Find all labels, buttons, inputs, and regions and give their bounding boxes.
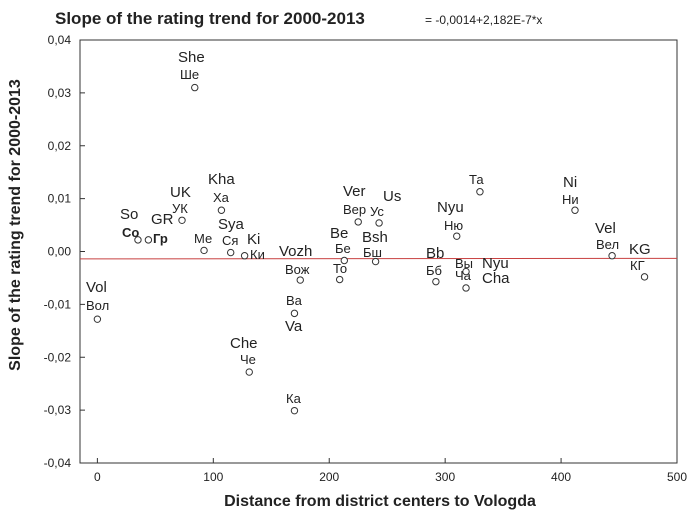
point-label-vol: Vol xyxy=(86,279,107,296)
point-label-kg: KG xyxy=(629,241,651,258)
data-point xyxy=(476,188,484,196)
data-point xyxy=(462,267,470,276)
x-tick-label: 200 xyxy=(319,470,339,484)
data-point xyxy=(217,206,226,214)
data-point xyxy=(640,273,649,281)
data-point xyxy=(226,248,235,257)
trend-equation: = -0,0014+2,182E-7*x xyxy=(425,13,542,27)
y-tick-label: 0,01 xyxy=(48,192,72,206)
y-tick-label: 0,02 xyxy=(48,139,72,153)
point-label-me-ru: Ме xyxy=(194,231,212,246)
x-axis-label: Distance from district centers to Vologd… xyxy=(224,493,536,510)
y-tick-label: 0,04 xyxy=(48,33,72,47)
point-label-to-ru: То xyxy=(333,261,347,276)
point-label-va: Va xyxy=(285,318,303,335)
data-point xyxy=(335,275,344,284)
x-tick-label: 300 xyxy=(435,470,455,484)
point-label-ver: Ver xyxy=(343,183,366,200)
data-point xyxy=(371,257,380,266)
point-label-gr: GR xyxy=(151,211,174,228)
point-label-she: She xyxy=(178,49,205,66)
data-point xyxy=(240,252,249,260)
x-tick-label: 500 xyxy=(667,470,687,484)
data-point xyxy=(200,246,208,255)
point-label-che-ru: Че xyxy=(240,352,256,367)
point-label-uk: UK xyxy=(170,184,191,201)
point-label-ni-ru: Ни xyxy=(562,192,579,207)
point-label-ver-ru: Вер xyxy=(343,202,366,217)
chart-title: Slope of the rating trend for 2000-2013 xyxy=(55,9,365,28)
point-label-kg-ru: КГ xyxy=(630,258,645,273)
trend-line xyxy=(79,257,678,260)
data-point xyxy=(462,284,470,292)
point-label-vel: Vel xyxy=(595,220,616,237)
data-point xyxy=(134,236,142,244)
point-label-ki: Ki xyxy=(247,231,260,248)
point-label-she-ru: Ше xyxy=(180,67,199,82)
y-tick-label: -0,02 xyxy=(44,350,72,364)
point-label-bsh: Bsh xyxy=(362,229,388,246)
data-point xyxy=(340,256,349,265)
point-label-bsh-ru: Бш xyxy=(363,245,382,260)
point-label-uk-ru: УК xyxy=(172,201,188,216)
point-label-kha-ru: Ха xyxy=(213,190,230,205)
data-point xyxy=(144,236,153,244)
point-label-nyu-ru: Ню xyxy=(444,218,463,233)
point-label-be-ru: Бе xyxy=(335,241,351,256)
point-label-ki-ru: Ки xyxy=(250,247,265,262)
point-label-kha: Kha xyxy=(208,171,235,188)
point-label-nyu: Nyu xyxy=(437,199,464,216)
point-label-vel-ru: Вел xyxy=(596,237,619,252)
point-label-so: So xyxy=(120,206,138,223)
point-label-us-ru: Ус xyxy=(370,204,384,219)
y-tick-label: -0,04 xyxy=(44,456,72,470)
point-label-so-ru: Со xyxy=(122,225,139,240)
point-label-ni: Ni xyxy=(563,174,577,191)
data-point xyxy=(432,277,440,286)
point-label-sya: Sya xyxy=(218,216,245,233)
y-tick-label: 0,00 xyxy=(48,245,72,259)
data-point xyxy=(290,406,299,415)
point-label-vol-ru: Вол xyxy=(86,298,109,313)
data-point xyxy=(375,219,383,227)
x-tick-label: 400 xyxy=(551,470,571,484)
x-tick-label: 0 xyxy=(94,470,101,484)
point-label-cha: Cha xyxy=(482,270,510,287)
y-tick-label: -0,01 xyxy=(44,297,72,311)
data-point xyxy=(178,216,186,225)
data-point xyxy=(245,368,253,376)
data-point xyxy=(296,276,304,284)
data-point xyxy=(93,315,102,323)
point-label-che: Che xyxy=(230,335,258,352)
x-tick-label: 100 xyxy=(203,470,223,484)
y-tick-label: 0,03 xyxy=(48,86,72,100)
point-label-bb: Bb xyxy=(426,245,444,262)
point-label-va-ru: Ва xyxy=(286,293,303,308)
y-axis-label: Slope of the rating trend for 2000-2013 xyxy=(7,79,24,371)
point-label-nyu-2: Nyu xyxy=(482,255,509,272)
point-label-gr-ru: Гр xyxy=(153,231,168,246)
data-point xyxy=(191,83,199,92)
point-label-vy-ru: Вы xyxy=(455,256,473,271)
data-point xyxy=(453,232,461,240)
data-point xyxy=(354,218,362,226)
y-tick-label: -0,03 xyxy=(44,403,72,417)
point-label-bb-ru: Бб xyxy=(426,263,442,278)
data-point xyxy=(608,252,616,260)
point-label-us: Us xyxy=(383,188,401,205)
data-point xyxy=(290,309,299,318)
point-label-be: Be xyxy=(330,225,348,242)
point-label-vozh: Vozh xyxy=(279,243,312,260)
point-label-vozh-ru: Вож xyxy=(285,262,310,277)
point-label-ta-ru: Та xyxy=(469,172,484,187)
point-label-sya-ru: Ся xyxy=(222,233,238,248)
point-label-ka-ru: Ка xyxy=(286,391,302,406)
data-point xyxy=(571,206,579,214)
